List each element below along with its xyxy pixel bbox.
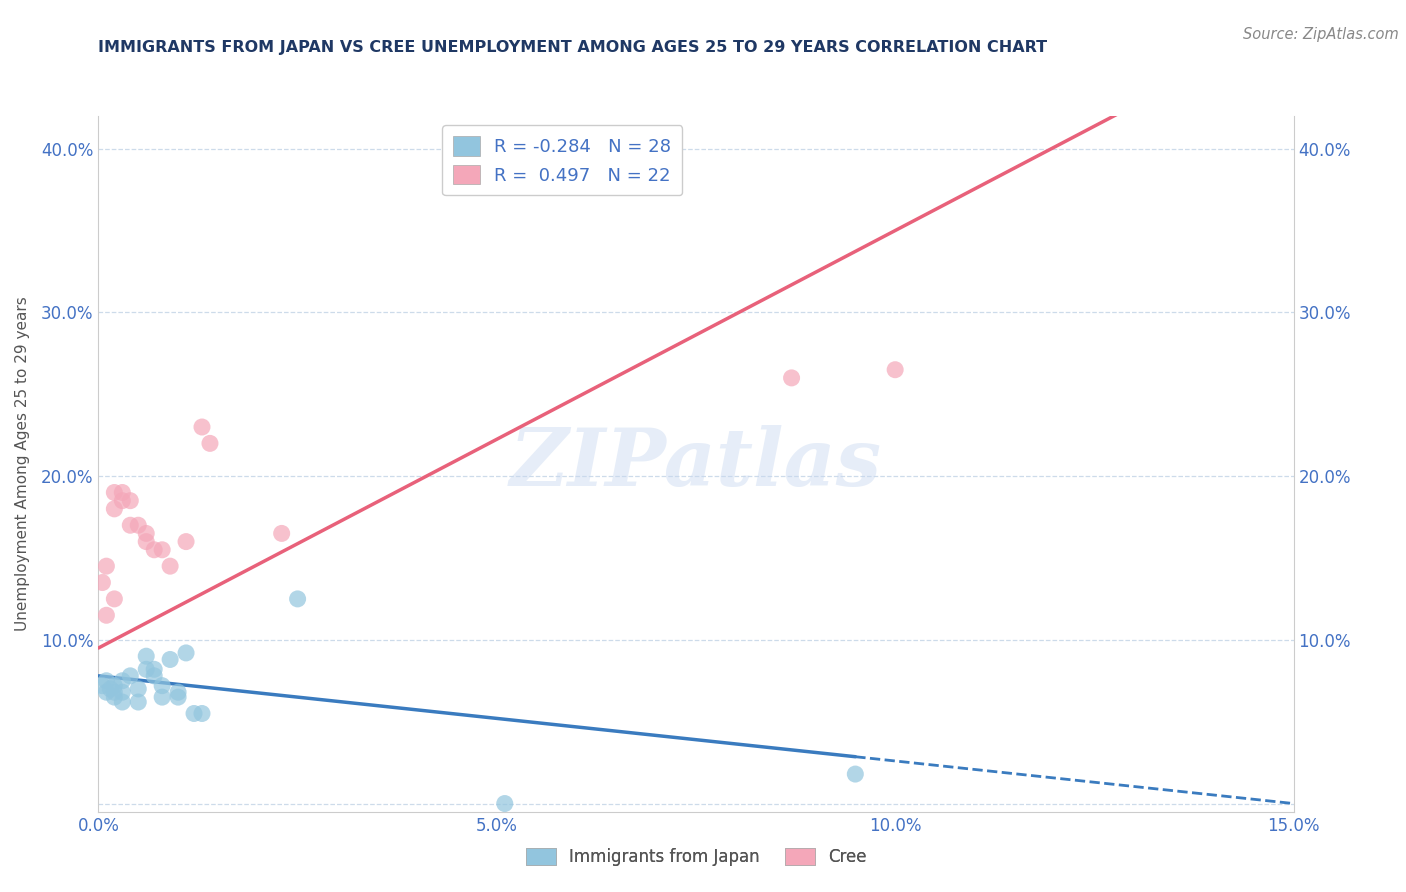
Point	[143, 662, 166, 676]
Point	[96, 608, 118, 623]
Point	[96, 559, 118, 574]
Point	[91, 575, 114, 590]
Point	[159, 559, 181, 574]
Point	[103, 591, 125, 606]
Text: IMMIGRANTS FROM JAPAN VS CREE UNEMPLOYMENT AMONG AGES 25 TO 29 YEARS CORRELATION: IMMIGRANTS FROM JAPAN VS CREE UNEMPLOYME…	[98, 40, 1047, 55]
Y-axis label: Unemployment Among Ages 25 to 29 years: Unemployment Among Ages 25 to 29 years	[15, 296, 30, 632]
Point	[143, 669, 166, 683]
Point	[191, 420, 214, 434]
Point	[111, 485, 134, 500]
Point	[100, 681, 122, 696]
Text: ZIPatlas: ZIPatlas	[510, 425, 882, 502]
Point	[120, 669, 142, 683]
Point	[120, 518, 142, 533]
Point	[150, 542, 173, 557]
Point	[191, 706, 214, 721]
Point	[494, 797, 516, 811]
Point	[135, 649, 157, 664]
Point	[183, 706, 205, 721]
Point	[143, 542, 166, 557]
Point	[150, 690, 173, 705]
Point	[127, 681, 149, 696]
Point	[135, 526, 157, 541]
Point	[111, 685, 134, 699]
Point	[120, 493, 142, 508]
Point	[103, 690, 125, 705]
Legend: Immigrants from Japan, Cree: Immigrants from Japan, Cree	[519, 841, 873, 873]
Point	[103, 485, 125, 500]
Point	[135, 534, 157, 549]
Point	[96, 685, 118, 699]
Point	[127, 695, 149, 709]
Point	[111, 673, 134, 688]
Point	[780, 371, 803, 385]
Point	[844, 767, 866, 781]
Point	[127, 518, 149, 533]
Point	[91, 679, 114, 693]
Point	[174, 646, 197, 660]
Point	[287, 591, 309, 606]
Point	[167, 685, 190, 699]
Point	[111, 493, 134, 508]
Point	[103, 685, 125, 699]
Point	[884, 362, 907, 376]
Text: Source: ZipAtlas.com: Source: ZipAtlas.com	[1243, 27, 1399, 42]
Point	[103, 679, 125, 693]
Point	[150, 679, 173, 693]
Point	[174, 534, 197, 549]
Point	[111, 695, 134, 709]
Point	[103, 501, 125, 516]
Point	[159, 652, 181, 666]
Point	[167, 690, 190, 705]
Point	[96, 673, 118, 688]
Point	[198, 436, 221, 450]
Point	[270, 526, 292, 541]
Point	[135, 662, 157, 676]
